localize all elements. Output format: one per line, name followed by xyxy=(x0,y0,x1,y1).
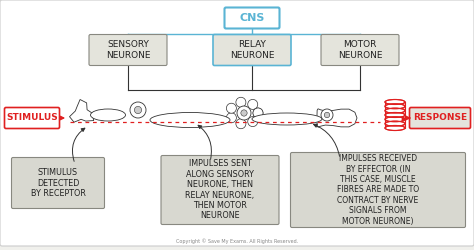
FancyBboxPatch shape xyxy=(321,34,399,66)
FancyBboxPatch shape xyxy=(385,102,405,128)
Circle shape xyxy=(253,108,263,118)
Circle shape xyxy=(227,113,237,123)
Ellipse shape xyxy=(385,126,405,130)
Ellipse shape xyxy=(385,108,405,113)
Circle shape xyxy=(130,102,146,118)
Ellipse shape xyxy=(385,117,405,122)
Ellipse shape xyxy=(385,100,405,104)
Circle shape xyxy=(324,112,330,118)
Circle shape xyxy=(248,100,258,110)
Text: Copyright © Save My Exams. All Rights Reserved.: Copyright © Save My Exams. All Rights Re… xyxy=(176,238,298,244)
Ellipse shape xyxy=(252,113,322,125)
Text: STIMULUS
DETECTED
BY RECEPTOR: STIMULUS DETECTED BY RECEPTOR xyxy=(30,168,85,198)
FancyBboxPatch shape xyxy=(89,34,167,66)
Circle shape xyxy=(227,103,237,113)
Text: IMPULSES RECEIVED
BY EFFECTOR (IN
THIS CASE, MUSCLE
FIBRES ARE MADE TO
CONTRACT : IMPULSES RECEIVED BY EFFECTOR (IN THIS C… xyxy=(337,154,419,226)
Ellipse shape xyxy=(150,112,230,128)
Circle shape xyxy=(236,119,246,129)
FancyBboxPatch shape xyxy=(11,158,104,208)
Polygon shape xyxy=(317,109,357,127)
Polygon shape xyxy=(70,100,94,122)
FancyBboxPatch shape xyxy=(291,152,465,228)
Ellipse shape xyxy=(91,109,126,121)
Circle shape xyxy=(241,110,247,116)
Circle shape xyxy=(236,97,246,107)
Ellipse shape xyxy=(385,104,405,109)
FancyBboxPatch shape xyxy=(225,8,280,28)
FancyBboxPatch shape xyxy=(4,108,60,128)
FancyBboxPatch shape xyxy=(213,34,291,66)
Text: CNS: CNS xyxy=(239,13,264,23)
Text: IMPULSES SENT
ALONG SENSORY
NEURONE, THEN
RELAY NEURONE,
THEN MOTOR
NEURONE: IMPULSES SENT ALONG SENSORY NEURONE, THE… xyxy=(185,160,255,220)
Text: RESPONSE: RESPONSE xyxy=(413,114,467,122)
Text: SENSORY
NEURONE: SENSORY NEURONE xyxy=(106,40,150,60)
Ellipse shape xyxy=(385,121,405,126)
Circle shape xyxy=(237,106,251,120)
Ellipse shape xyxy=(385,112,405,117)
Circle shape xyxy=(135,106,142,114)
Text: MOTOR
NEURONE: MOTOR NEURONE xyxy=(338,40,382,60)
FancyBboxPatch shape xyxy=(410,108,471,128)
Text: RELAY
NEURONE: RELAY NEURONE xyxy=(230,40,274,60)
Circle shape xyxy=(253,108,263,118)
FancyBboxPatch shape xyxy=(161,156,279,224)
Text: STIMULUS: STIMULUS xyxy=(6,114,58,122)
Circle shape xyxy=(321,109,333,121)
Circle shape xyxy=(248,116,258,126)
